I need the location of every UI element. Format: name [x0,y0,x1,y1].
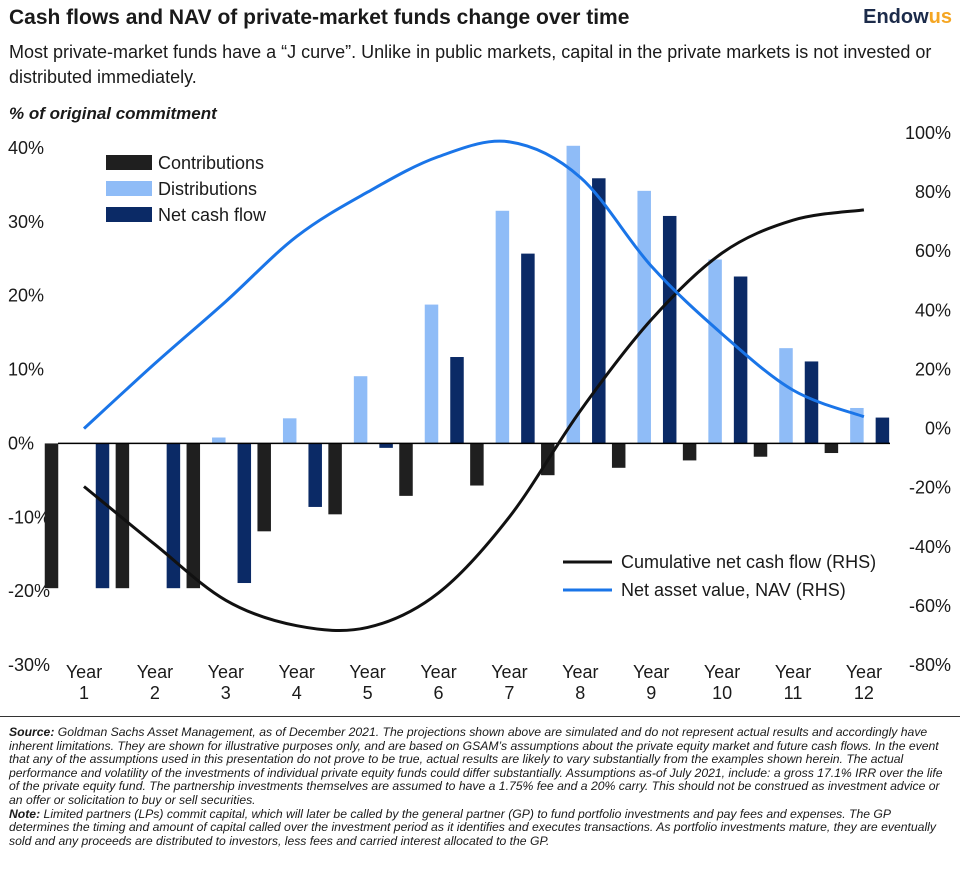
footer-divider [0,716,960,717]
x-tick-label: 1 [79,683,89,703]
x-tick-label: 11 [784,683,803,703]
distributions-bar [495,210,510,444]
note-text: Limited partners (LPs) commit capital, w… [9,806,936,848]
legend-swatch [106,181,152,196]
net-cash-flow-bar [521,253,535,444]
chart-canvas: 40%30%20%10%0%-10%-20%-30%100%80%60%40%2… [8,123,951,703]
x-tick-label: Year [562,662,598,682]
distributions-bar [212,437,226,444]
note-label: Note: [9,806,41,821]
x-tick-label: Year [66,662,102,682]
net-cash-flow-bar [166,443,181,589]
net-cash-flow-bar [662,215,677,444]
x-tick-label: 3 [221,683,231,703]
y-tick-label: 30% [8,212,44,232]
brand-prefix: Endow [863,6,929,28]
y2-tick-label: -40% [909,537,951,557]
brand-suffix: us [928,6,952,28]
y-tick-label: 10% [8,360,44,380]
net-cash-flow-bar [804,361,819,444]
net-cash-flow-bar [379,443,393,448]
distributions-bar [566,145,581,444]
y2-tick-label: -60% [909,596,951,616]
distributions-bar [708,259,722,444]
legend-label: Distributions [158,179,257,199]
brand-logo: Endowus [863,6,952,29]
x-tick-label: 8 [575,683,585,703]
legend-swatch [106,207,152,222]
net-cash-flow-bar [95,443,110,589]
x-tick-label: Year [846,662,882,682]
contributions-bar [186,443,201,589]
x-tick-label: 2 [150,683,160,703]
contributions-bar [753,443,768,457]
x-tick-label: Year [279,662,315,682]
legend-label: Cumulative net cash flow (RHS) [621,552,876,572]
y-tick-label: -10% [8,507,50,527]
contributions-bar [824,443,839,454]
net-cash-flow-bar [875,417,890,444]
nav-line [82,139,865,430]
x-tick-label: Year [420,662,456,682]
legend-label: Contributions [158,153,264,173]
x-tick-label: Year [491,662,527,682]
cumulative-net-cash-flow-line [83,208,865,632]
source-label: Source: [9,725,55,739]
distributions-bar [353,376,368,444]
x-tick-label: Year [775,662,811,682]
y-tick-label: 40% [8,138,44,158]
chart-title: Cash flows and NAV of private-market fun… [9,6,630,29]
y-tick-label: -30% [8,655,50,675]
contributions-bar [470,443,484,486]
x-tick-label: 4 [292,683,302,703]
contributions-bar [44,443,59,589]
source-text: Goldman Sachs Asset Management, as of De… [9,725,943,807]
contributions-bar [257,443,271,532]
net-cash-flow-bar [237,443,252,584]
y2-tick-label: 60% [915,241,951,261]
x-tick-label: Year [349,662,385,682]
x-tick-label: 6 [433,683,443,703]
legend-swatch [106,155,152,170]
x-tick-label: 5 [363,683,373,703]
legend-label: Net asset value, NAV (RHS) [621,580,846,600]
net-cash-flow-bar [592,178,606,444]
contributions-bar [611,443,626,468]
legend-label: Net cash flow [158,205,267,225]
note: Note: Limited partners (LPs) commit capi… [9,806,951,849]
y2-tick-label: 0% [925,419,951,439]
distributions-bar [779,348,793,444]
net-cash-flow-bar [308,443,322,507]
contributions-bar [328,443,342,515]
net-cash-flow-bar [450,357,464,444]
x-tick-label: Year [208,662,244,682]
x-tick-label: Year [704,662,740,682]
x-tick-label: 12 [854,683,874,703]
x-tick-label: Year [137,662,173,682]
net-cash-flow-bar [733,276,748,444]
y2-tick-label: -80% [909,655,951,675]
x-tick-label: 7 [504,683,514,703]
chart-subtitle: Most private-market funds have a “J curv… [9,42,932,87]
source-note: Source: Goldman Sachs Asset Management, … [9,725,951,808]
y2-tick-label: -20% [909,478,951,498]
y-tick-label: 20% [8,286,44,306]
y-axis-label: % of original commitment [9,104,217,123]
y-tick-label: 0% [8,433,34,453]
x-tick-label: 9 [646,683,656,703]
y2-tick-label: 40% [915,300,951,320]
y2-tick-label: 20% [915,359,951,379]
distributions-bar [282,418,297,444]
footnotes: Source: Goldman Sachs Asset Management, … [9,725,951,849]
x-tick-label: 10 [712,683,732,703]
y2-tick-label: 100% [905,123,951,143]
contributions-bar [399,443,413,496]
contributions-bar [682,443,697,461]
contributions-bar [115,443,130,589]
y-tick-label: -20% [8,581,50,601]
distributions-bar [637,190,651,444]
distributions-bar [424,304,439,444]
x-tick-label: Year [633,662,669,682]
y2-tick-label: 80% [915,182,951,202]
